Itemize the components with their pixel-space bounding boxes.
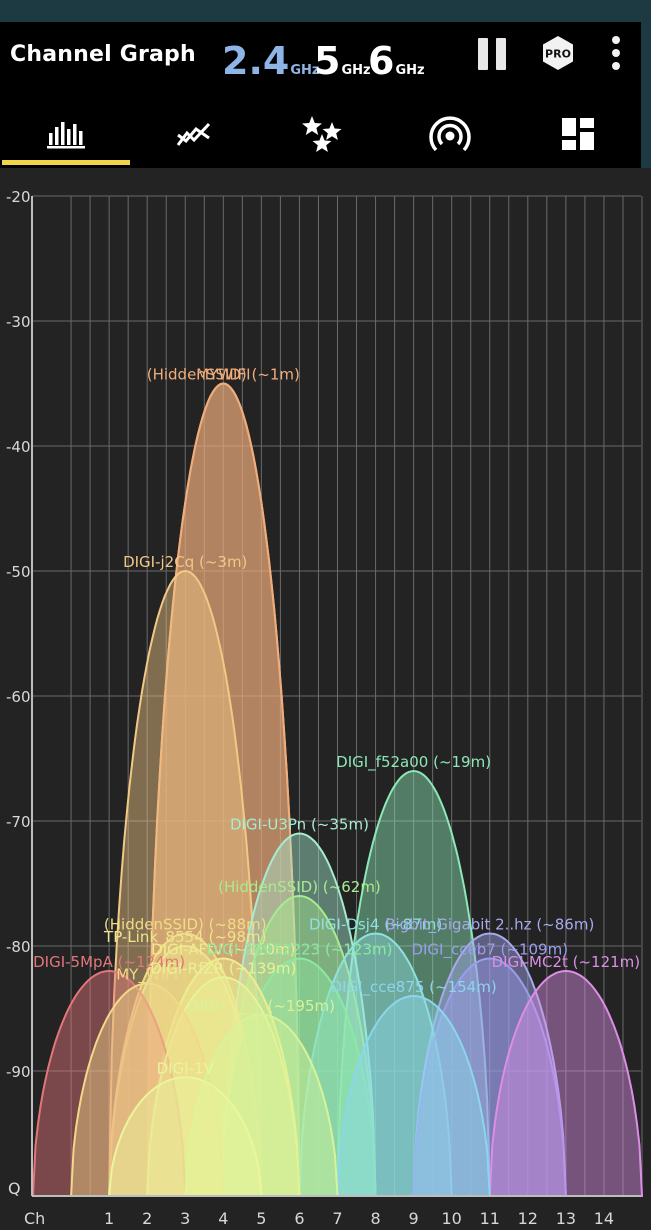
x-tick-label: 8 — [370, 1209, 380, 1228]
network-curve[interactable] — [108, 944, 263, 1197]
network-label: DIGI-AFtV (~110m) — [151, 941, 295, 959]
band-unit: GHz — [290, 63, 320, 78]
tab-time-graph[interactable] — [130, 104, 258, 164]
pause-icon[interactable] — [476, 38, 508, 70]
network-label: Bigbit_Gigabit 2..hz (~86m) — [385, 916, 594, 935]
window-edge — [641, 22, 651, 168]
dashboard-icon — [562, 118, 594, 150]
tab-dashboard[interactable] — [514, 104, 642, 164]
network-curve[interactable] — [146, 957, 301, 1197]
more-vert-icon[interactable] — [604, 36, 628, 70]
tab-channel-rating[interactable] — [258, 104, 386, 164]
network-label: DIGI-U3Pn (~35m) — [230, 816, 369, 834]
x-tick-label: 6 — [294, 1209, 304, 1228]
band-5ghz-button[interactable]: 5GHz — [314, 42, 371, 80]
network-curve[interactable] — [184, 1013, 339, 1197]
x-tick-label: 1 — [104, 1209, 114, 1228]
network-curve[interactable] — [488, 969, 644, 1197]
y-tick-label: -40 — [6, 438, 31, 456]
band-label: 6 — [368, 39, 395, 83]
bar-chart-icon — [47, 122, 85, 149]
network-label: MYWIFI — [196, 366, 250, 384]
network-curve[interactable] — [107, 1076, 263, 1197]
band-2-4ghz-button[interactable]: 2.4GHz — [222, 42, 319, 80]
status-bar — [0, 0, 651, 22]
y-axis-label: Q — [8, 1179, 21, 1198]
network-label: DIGI-5MpA (~124m) — [33, 953, 185, 971]
pro-badge-icon[interactable]: PRO — [540, 35, 576, 71]
page-title: Channel Graph — [10, 42, 196, 67]
x-tick-label: 11 — [480, 1209, 500, 1228]
network-curve[interactable] — [336, 769, 491, 1197]
pro-badge-label: PRO — [545, 48, 571, 61]
y-tick-label: -30 — [6, 313, 31, 331]
network-label: DIGI-j2Cq (~3m) — [123, 553, 247, 571]
network-curve[interactable] — [146, 976, 301, 1197]
network-curve[interactable] — [298, 932, 453, 1197]
y-tick-label: -50 — [6, 563, 31, 581]
x-tick-label: 5 — [256, 1209, 266, 1228]
network-label: DIGI-_____ (~195m) — [188, 997, 335, 1016]
y-tick-label: -20 — [6, 188, 31, 206]
x-tick-label: 14 — [594, 1209, 614, 1228]
band-label: 5 — [314, 39, 341, 83]
network-label: DIGI-Dsj4 (~87m) — [309, 916, 442, 934]
x-tick-label: 12 — [518, 1209, 538, 1228]
band-6ghz-button[interactable]: 6GHz — [368, 42, 425, 80]
network-label: (HiddenSSID) (~62m) — [218, 878, 381, 896]
network-label: DIGI-28952223 (~123m) — [206, 941, 392, 959]
network-curve[interactable] — [108, 932, 263, 1197]
network-label: DIGI-MC2t (~121m) — [492, 953, 641, 971]
y-tick-label: -70 — [6, 813, 31, 831]
app-bar: Channel Graph 2.4GHz 5GHz 6GHz PRO — [0, 22, 641, 168]
band-unit: GHz — [395, 63, 425, 78]
wifi-signal-icon — [429, 116, 471, 152]
network-label: DIGI-RfZR (~139m) — [150, 959, 296, 977]
stars-icon — [302, 116, 342, 152]
x-tick-label: 9 — [409, 1209, 419, 1228]
x-tick-label: 2 — [142, 1209, 152, 1228]
selected-tab-indicator — [2, 160, 130, 165]
band-unit: GHz — [341, 63, 371, 78]
chart-background — [0, 168, 651, 1230]
network-label: (HiddenSSID) (~88m) — [104, 916, 267, 934]
network-label: (HiddenSSID) (~1m) — [147, 366, 300, 384]
network-label: DIGI_cce875 (~154m) — [331, 978, 497, 997]
x-axis-label: Ch — [24, 1209, 45, 1228]
y-tick-label: -80 — [6, 938, 31, 956]
network-curve[interactable] — [222, 957, 377, 1197]
x-tick-label: 13 — [556, 1209, 576, 1228]
tab-channel-graph[interactable] — [2, 104, 130, 164]
y-tick-label: -60 — [6, 688, 31, 706]
y-tick-label: -90 — [6, 1063, 31, 1081]
network-curve[interactable] — [70, 982, 225, 1197]
network-label: MY_WIFI — [116, 966, 178, 985]
network-label: DIGI_f52a00 (~19m) — [336, 753, 491, 772]
line-graph-icon — [176, 122, 211, 146]
network-curve[interactable] — [31, 969, 187, 1197]
x-tick-label: 4 — [218, 1209, 228, 1228]
x-tick-label: 7 — [332, 1209, 342, 1228]
x-tick-label: 10 — [442, 1209, 462, 1228]
network-curve[interactable] — [412, 957, 567, 1197]
network-label: DIGI-1V — [157, 1059, 215, 1077]
network-label: DIGI_cceb7 (~109m) — [411, 941, 568, 960]
x-tick-label: 3 — [180, 1209, 190, 1228]
channel-graph-chart: DIGI-5MpA (~124m) (HiddenSSID) (~1m)MYWIF… — [0, 168, 651, 1230]
network-label: TP-Link_8554 (~98m) — [103, 928, 266, 947]
tab-access-points[interactable] — [386, 104, 514, 164]
network-curve[interactable] — [222, 832, 377, 1197]
network-curve[interactable] — [336, 994, 491, 1197]
band-label: 2.4 — [222, 39, 290, 83]
network-curve[interactable] — [412, 932, 567, 1197]
